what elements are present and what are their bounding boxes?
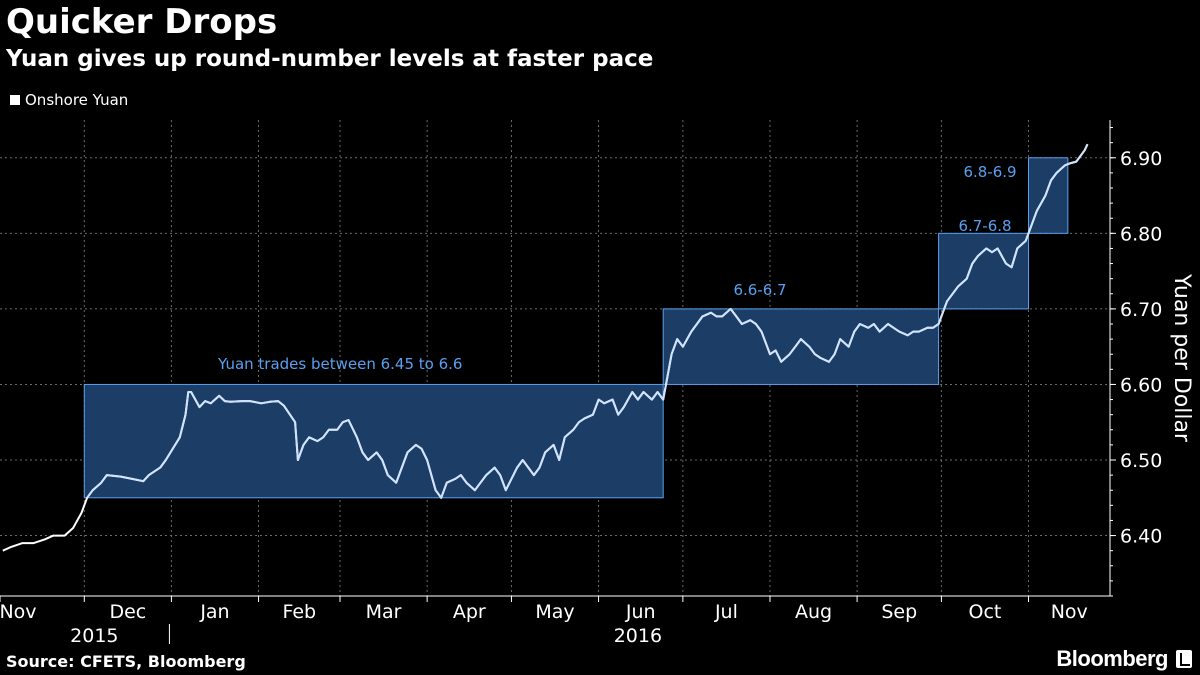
source-note: Source: CFETS, Bloomberg: [6, 652, 246, 671]
x-tick-label: May: [535, 601, 574, 623]
x-tick-label: Sep: [881, 601, 917, 623]
y-tick-label: 6.60: [1120, 374, 1162, 396]
x-tick-label: Oct: [969, 601, 1002, 623]
range-label: 6.7-6.8: [958, 217, 1011, 235]
range-box: [83, 383, 664, 499]
x-tick-label: Jul: [714, 601, 738, 623]
x-tick-label: Nov: [0, 601, 37, 623]
y-tick-label: 6.40: [1120, 526, 1162, 548]
chart-title: Quicker Drops: [6, 2, 278, 42]
y-tick-label: 6.70: [1120, 299, 1162, 321]
legend: Onshore Yuan: [10, 91, 128, 109]
chart-subtitle: Yuan gives up round-number levels at fas…: [6, 46, 654, 72]
brand-logo: Bloomberg: [1056, 646, 1168, 671]
legend-label: Onshore Yuan: [25, 91, 129, 109]
x-tick-label: Apr: [453, 601, 486, 623]
series-line-highlight: [86, 143, 1089, 499]
legend-swatch: [10, 95, 20, 105]
x-tick-label: Feb: [282, 601, 316, 623]
range-box: [938, 232, 1030, 310]
y-axis-title: Yuan per Dollar: [1169, 273, 1194, 443]
year-label: 2015: [70, 625, 118, 647]
y-tick-label: 6.90: [1120, 148, 1162, 170]
bloomberg-logo-icon: [1176, 650, 1192, 668]
x-tick-label: Mar: [366, 601, 402, 623]
x-tick-label: Jan: [199, 601, 229, 623]
x-tick-label: Aug: [795, 601, 832, 623]
year-label: 2016: [614, 625, 662, 647]
range-label: 6.6-6.7: [733, 281, 786, 299]
range-box: [1028, 157, 1069, 234]
x-tick-label: Dec: [109, 601, 146, 623]
x-tick-label: Jun: [625, 601, 656, 623]
y-tick-label: 6.80: [1120, 223, 1162, 245]
range-label: Yuan trades between 6.45 to 6.6: [217, 355, 462, 373]
range-box: [662, 308, 940, 385]
x-tick-label: Nov: [1051, 601, 1088, 623]
y-tick-label: 6.50: [1120, 450, 1162, 472]
range-label: 6.8-6.9: [963, 163, 1016, 181]
